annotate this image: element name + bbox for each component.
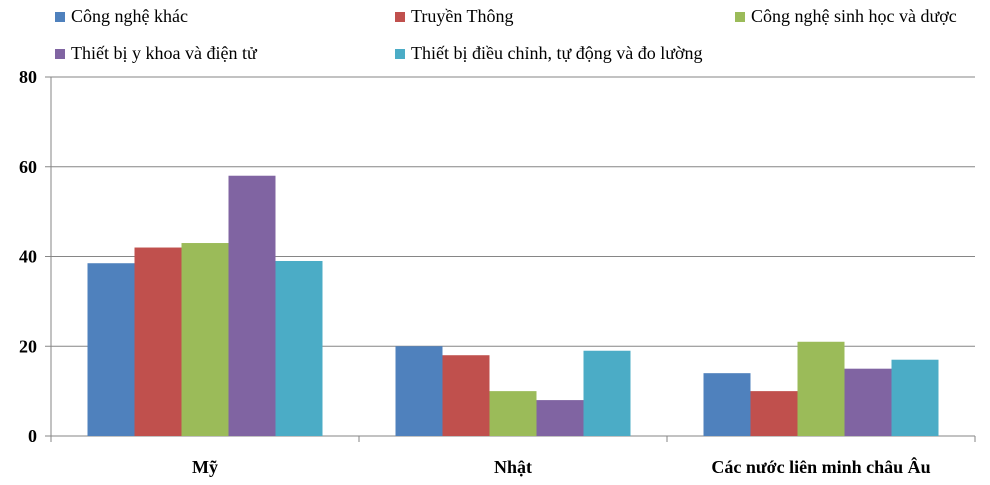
legend-label: Công nghệ khác	[71, 6, 188, 26]
bar	[797, 341, 845, 436]
legend-swatch	[395, 48, 405, 59]
legend-swatch	[735, 11, 745, 22]
y-tick-label: 60	[19, 157, 37, 177]
legend-item-truyen-thong: Truyền Thông	[395, 6, 514, 27]
legend-label: Thiết bị y khoa và điện tử	[71, 43, 257, 63]
bar	[536, 400, 584, 436]
x-category-label: Nhật	[494, 457, 532, 477]
bar	[750, 391, 798, 436]
bar	[489, 391, 537, 436]
legend-item-thiet-bi-y-khoa: Thiết bị y khoa và điện tử	[55, 43, 257, 64]
legend-label: Truyền Thông	[411, 6, 514, 26]
y-tick-label: 20	[19, 336, 37, 356]
bar	[87, 263, 135, 436]
y-tick-label: 80	[19, 67, 37, 87]
legend-swatch	[395, 11, 405, 22]
bar	[228, 175, 276, 436]
y-tick-label: 0	[28, 426, 37, 446]
y-tick-label: 40	[19, 247, 37, 267]
legend-swatch	[55, 48, 65, 59]
x-category-label: Mỹ	[192, 457, 218, 477]
bar	[844, 368, 892, 436]
bar	[181, 243, 229, 436]
bar	[275, 260, 323, 436]
legend-item-thiet-bi-dieu-chinh: Thiết bị điều chỉnh, tự động và đo lường	[395, 43, 703, 64]
bar	[134, 247, 182, 436]
legend-label: Thiết bị điều chỉnh, tự động và đo lường	[411, 43, 703, 63]
bar	[703, 373, 751, 436]
legend-label: Công nghệ sinh học và dược	[751, 6, 957, 26]
bar	[395, 346, 443, 436]
legend-item-cong-nghe-sinh-hoc: Công nghệ sinh học và dược	[735, 6, 957, 27]
x-category-label: Các nước liên minh châu Âu	[711, 456, 930, 477]
bar	[442, 355, 490, 436]
legend-item-cong-nghe-khac: Công nghệ khác	[55, 6, 188, 27]
legend-swatch	[55, 11, 65, 22]
bar	[891, 359, 939, 436]
chart-legend: Công nghệ khác Truyền Thông Công nghệ si…	[0, 0, 990, 76]
bar	[583, 350, 631, 436]
